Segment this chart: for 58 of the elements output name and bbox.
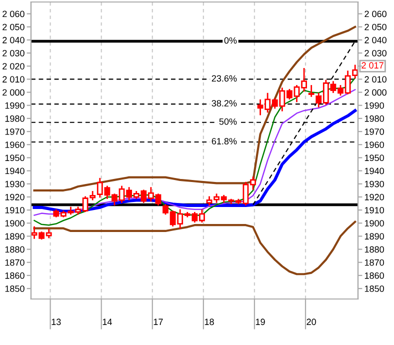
x-tick-label: 19 xyxy=(256,318,265,326)
y-tick-label: 1880 xyxy=(5,246,24,253)
y2-tick-label: 1860 xyxy=(364,272,384,279)
y-tick-label: 2 050 xyxy=(2,24,24,30)
y-tick-label: 1980 xyxy=(5,115,24,122)
y2-tick-label: 1900 xyxy=(364,220,384,226)
text: 2 017 xyxy=(362,62,384,69)
y2-tick-label: 1990 xyxy=(364,102,384,109)
y2-tick-label: 1910 xyxy=(364,207,384,214)
annotation: 38.2% xyxy=(212,100,237,106)
y-tick-label: 1920 xyxy=(5,194,24,200)
y2-tick-label: 2 010 xyxy=(364,76,386,83)
y-tick-label: 2 010 xyxy=(2,76,24,83)
annotation: 23.6% xyxy=(212,75,237,82)
annotation: 61.8% xyxy=(212,138,237,144)
y-tick-label: 1860 xyxy=(5,272,24,279)
y2-tick-label: 1930 xyxy=(364,180,384,188)
y2-tick-label: 2 040 xyxy=(364,36,386,44)
y2-tick-label: 2 000 xyxy=(364,89,386,96)
y2-tick-label: 2 060 xyxy=(364,10,386,18)
x-tick-label: 20 xyxy=(306,318,316,326)
y-tick-label: 1940 xyxy=(5,168,24,174)
y-tick-label: 1850 xyxy=(5,286,24,292)
y2-tick-label: 1850 xyxy=(364,286,384,292)
y2-tick-label: 1970 xyxy=(364,128,384,135)
y2-tick-label: 1870 xyxy=(364,259,384,266)
y-tick-label: 1900 xyxy=(5,220,24,226)
y-tick-label: 1990 xyxy=(5,102,24,109)
y-tick-label: 2 000 xyxy=(2,89,24,96)
candlestick xyxy=(308,85,314,97)
y-tick-label: 1910 xyxy=(5,207,24,214)
y2-tick-label: 1920 xyxy=(364,194,384,200)
y-tick-label: 1870 xyxy=(5,259,24,266)
line-series xyxy=(32,109,357,213)
y-tick-label: 1970 xyxy=(5,128,24,135)
y2-tick-label: 1940 xyxy=(364,168,384,174)
y2-tick-label: 1960 xyxy=(364,142,384,148)
annotation: 0% xyxy=(224,37,237,44)
line-series xyxy=(33,220,356,276)
y-tick-label: 1950 xyxy=(5,154,24,162)
y-tick-label: 2 020 xyxy=(2,63,24,70)
y-tick-label: 2 030 xyxy=(2,50,24,56)
y-tick-label: 1960 xyxy=(5,142,24,148)
y-tick-label: 2 040 xyxy=(2,36,24,44)
y2-tick-label: 1980 xyxy=(364,115,384,122)
x-tick-label: 13 xyxy=(52,318,61,326)
y-tick-label: 1930 xyxy=(5,180,24,188)
x-tick-label: 14 xyxy=(102,318,112,325)
y2-tick-label: 2 050 xyxy=(364,24,386,30)
x-tick-label: 18 xyxy=(204,318,214,326)
annotation: 50% xyxy=(219,118,237,125)
y-tick-label: 1890 xyxy=(5,233,24,240)
y-tick-label: 2 060 xyxy=(2,10,24,18)
x-tick-label: 17 xyxy=(154,318,163,325)
y2-tick-label: 1890 xyxy=(364,233,384,240)
y2-tick-label: 1950 xyxy=(364,154,384,162)
y2-tick-label: 1880 xyxy=(364,246,384,253)
y2-tick-label: 2 030 xyxy=(364,50,386,56)
